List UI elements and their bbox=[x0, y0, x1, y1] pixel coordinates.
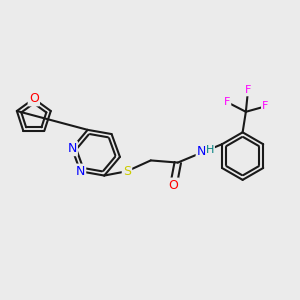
Text: F: F bbox=[224, 97, 230, 107]
Text: O: O bbox=[29, 92, 39, 105]
Text: F: F bbox=[245, 85, 251, 95]
Text: H: H bbox=[206, 145, 214, 154]
Text: O: O bbox=[169, 179, 178, 192]
Text: S: S bbox=[123, 165, 131, 178]
Text: F: F bbox=[262, 101, 268, 111]
Text: N: N bbox=[76, 165, 85, 178]
Text: N: N bbox=[67, 142, 77, 155]
Text: N: N bbox=[197, 145, 206, 158]
